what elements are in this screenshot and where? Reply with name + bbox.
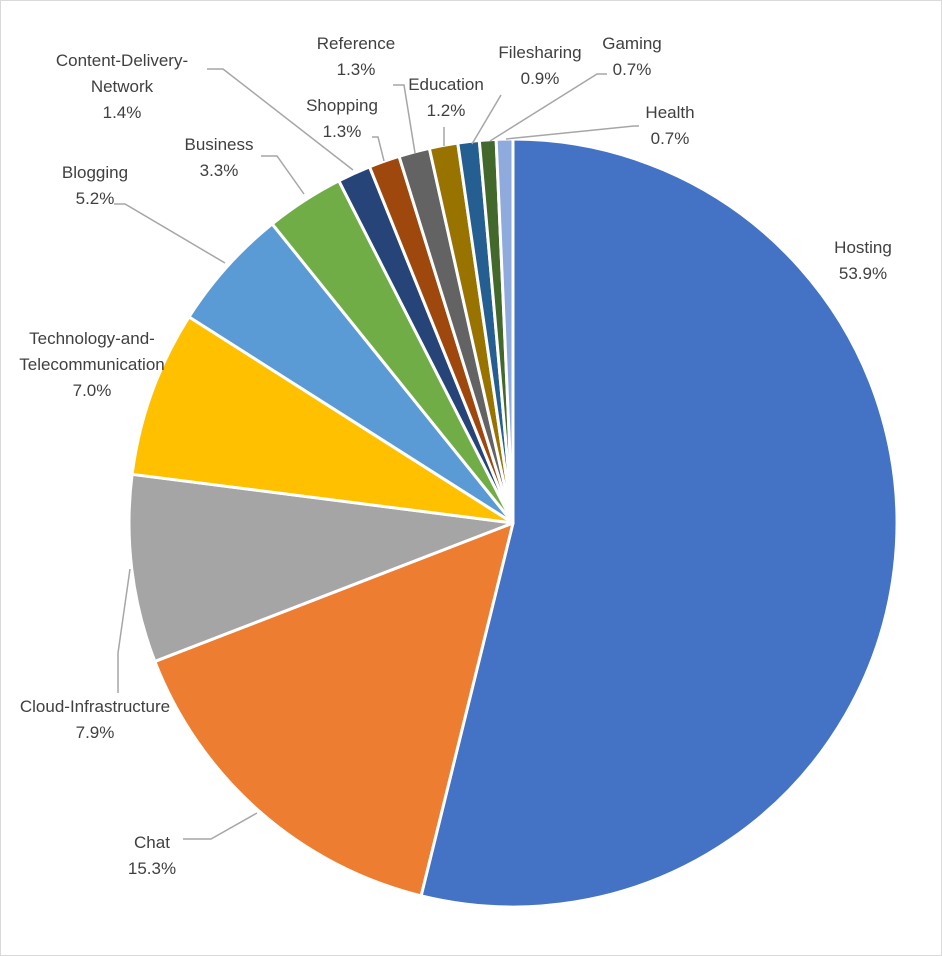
leader-line-health bbox=[505, 125, 639, 140]
data-label-value: 7.9% bbox=[76, 723, 115, 742]
data-label-value: 15.3% bbox=[128, 859, 176, 878]
data-label-value: 0.9% bbox=[521, 69, 560, 88]
data-label-category: Hosting bbox=[834, 238, 892, 257]
data-label-category: Reference bbox=[317, 34, 395, 53]
data-label-value: 5.2% bbox=[76, 189, 115, 208]
data-label-value: 3.3% bbox=[200, 161, 239, 180]
data-label-health: Health 0.7% bbox=[645, 103, 694, 148]
leader-line-gaming bbox=[489, 73, 607, 142]
pie-slice-chat bbox=[153, 521, 515, 898]
slices-group bbox=[127, 137, 899, 909]
data-label-reference: Reference 1.3% bbox=[317, 34, 395, 79]
data-label-content-delivery-network: Content-Delivery- Network 1.4% bbox=[56, 51, 188, 122]
data-label-category: Network bbox=[91, 77, 154, 96]
data-label-blogging: Blogging 5.2% bbox=[62, 163, 128, 208]
leader-line-reference bbox=[393, 84, 416, 154]
data-label-value: 0.7% bbox=[651, 129, 690, 148]
data-label-value: 1.4% bbox=[103, 103, 142, 122]
pie-slice-technology-and-telecommunication bbox=[130, 315, 515, 525]
leader-line-cloud-infrastructure bbox=[117, 568, 131, 693]
leader-line-filesharing bbox=[471, 94, 502, 145]
data-label-category: Shopping bbox=[306, 96, 378, 115]
data-label-category: Content-Delivery- bbox=[56, 51, 188, 70]
leader-line-chat bbox=[183, 812, 258, 840]
data-label-category: Education bbox=[408, 75, 484, 94]
leader-line-shopping bbox=[372, 136, 385, 162]
data-label-category: Health bbox=[645, 103, 694, 122]
leader-lines-group bbox=[114, 68, 639, 840]
data-label-category: Cloud-Infrastructure bbox=[20, 697, 170, 716]
pie-slice-hosting bbox=[419, 137, 899, 909]
data-label-value: 1.3% bbox=[337, 60, 376, 79]
data-label-value: 0.7% bbox=[613, 60, 652, 79]
data-label-filesharing: Filesharing 0.9% bbox=[498, 43, 581, 88]
data-label-cloud-infrastructure: Cloud-Infrastructure 7.9% bbox=[20, 697, 170, 742]
data-label-value: 7.0% bbox=[73, 381, 112, 400]
data-label-category: Technology-and- bbox=[29, 329, 155, 348]
data-label-category: Business bbox=[185, 135, 254, 154]
data-label-value: 1.3% bbox=[323, 122, 362, 141]
data-label-chat: Chat 15.3% bbox=[128, 833, 176, 878]
data-label-category: Telecommunication bbox=[19, 355, 165, 374]
data-label-category: Gaming bbox=[602, 34, 662, 53]
leader-line-business bbox=[261, 155, 305, 195]
data-label-business: Business 3.3% bbox=[185, 135, 254, 180]
leader-line-content-delivery-network bbox=[207, 68, 354, 171]
pie-slice-cloud-infrastructure bbox=[127, 472, 515, 663]
data-label-shopping: Shopping 1.3% bbox=[306, 96, 378, 141]
data-label-value: 1.2% bbox=[427, 101, 466, 120]
data-label-gaming: Gaming 0.7% bbox=[602, 34, 662, 79]
data-label-technology-and-telecommunication: Technology-and- Telecommunication 7.0% bbox=[19, 329, 165, 400]
leader-line-blogging bbox=[114, 203, 226, 264]
data-label-education: Education 1.2% bbox=[408, 75, 484, 120]
data-label-hosting: Hosting 53.9% bbox=[834, 238, 892, 283]
data-label-category: Blogging bbox=[62, 163, 128, 182]
data-label-category: Filesharing bbox=[498, 43, 581, 62]
data-label-value: 53.9% bbox=[839, 264, 887, 283]
data-label-category: Chat bbox=[134, 833, 170, 852]
data-labels-group: Hosting 53.9% Chat 15.3% Cloud-Infrastructur… bbox=[19, 34, 892, 878]
